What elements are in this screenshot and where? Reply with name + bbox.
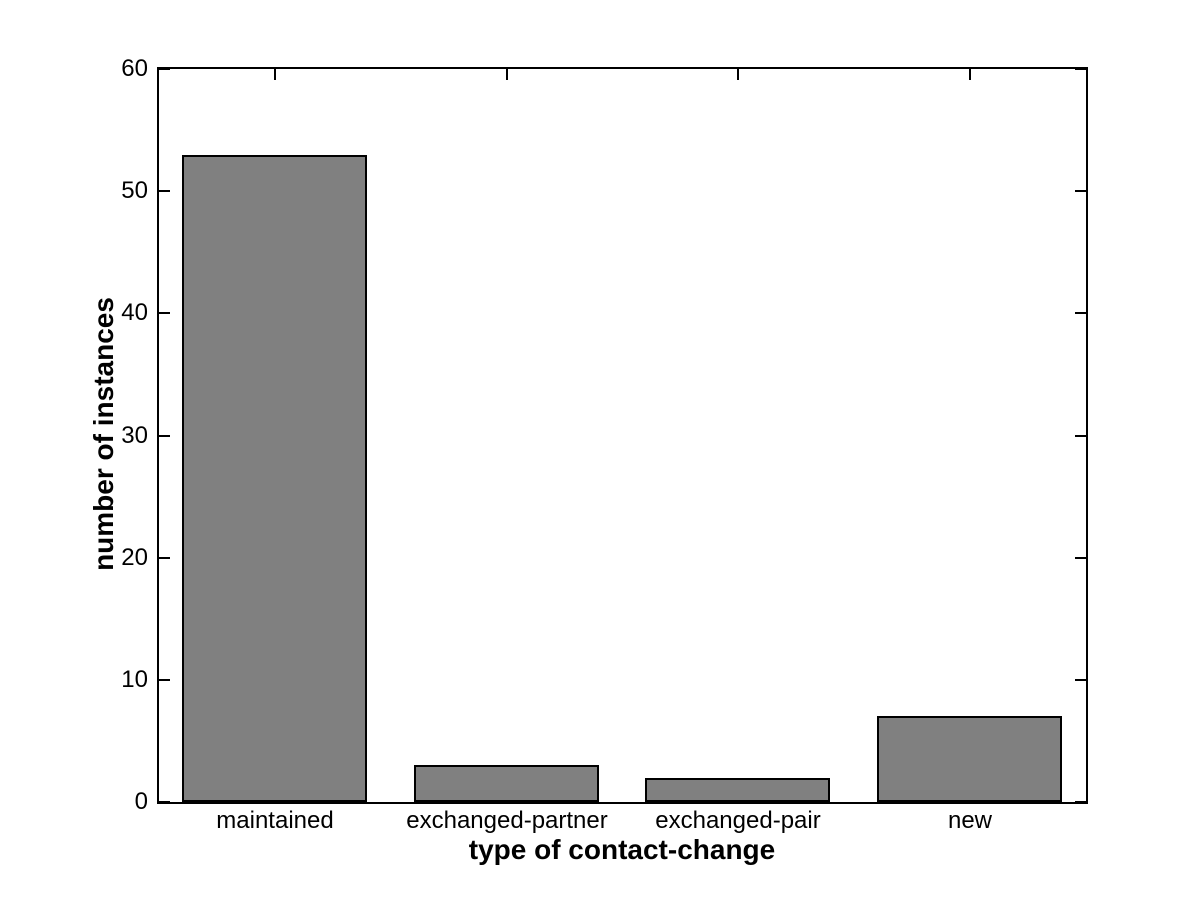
x-tick-top-exchanged-pair bbox=[737, 69, 739, 80]
y-tick-left-10 bbox=[159, 679, 170, 681]
y-tick-label-50: 50 bbox=[121, 177, 148, 205]
x-category-label-exchanged-pair: exchanged-pair bbox=[655, 807, 821, 834]
bar-new bbox=[877, 716, 1062, 802]
bar-exchanged-partner bbox=[414, 765, 599, 802]
y-tick-right-10 bbox=[1075, 679, 1086, 681]
plot-area bbox=[157, 67, 1088, 804]
y-tick-right-50 bbox=[1075, 190, 1086, 192]
y-tick-label-30: 30 bbox=[121, 421, 148, 449]
y-tick-left-60 bbox=[159, 68, 170, 70]
y-tick-left-50 bbox=[159, 190, 170, 192]
y-tick-label-40: 40 bbox=[121, 299, 148, 327]
x-category-label-exchanged-partner: exchanged-partner bbox=[406, 807, 608, 834]
bar-exchanged-pair bbox=[645, 778, 830, 802]
y-tick-left-20 bbox=[159, 557, 170, 559]
x-tick-top-new bbox=[969, 69, 971, 80]
x-category-label-maintained: maintained bbox=[216, 807, 334, 834]
y-tick-left-30 bbox=[159, 435, 170, 437]
y-tick-label-60: 60 bbox=[121, 55, 148, 82]
y-tick-right-60 bbox=[1075, 68, 1086, 70]
x-tick-top-maintained bbox=[274, 69, 276, 80]
y-tick-left-0 bbox=[159, 801, 170, 803]
bar-maintained bbox=[182, 155, 367, 802]
x-axis-label: type of contact-change bbox=[468, 834, 776, 865]
y-tick-right-40 bbox=[1075, 312, 1086, 314]
y-tick-right-20 bbox=[1075, 557, 1086, 559]
x-category-label-new: new bbox=[947, 807, 993, 834]
y-tick-right-0 bbox=[1075, 801, 1086, 803]
y-tick-label-10: 10 bbox=[121, 665, 148, 693]
y-tick-left-40 bbox=[159, 312, 170, 314]
y-tick-right-30 bbox=[1075, 435, 1086, 437]
x-tick-top-exchanged-partner bbox=[506, 69, 508, 80]
y-tick-label-0: 0 bbox=[134, 788, 148, 815]
y-tick-label-20: 20 bbox=[121, 543, 148, 571]
